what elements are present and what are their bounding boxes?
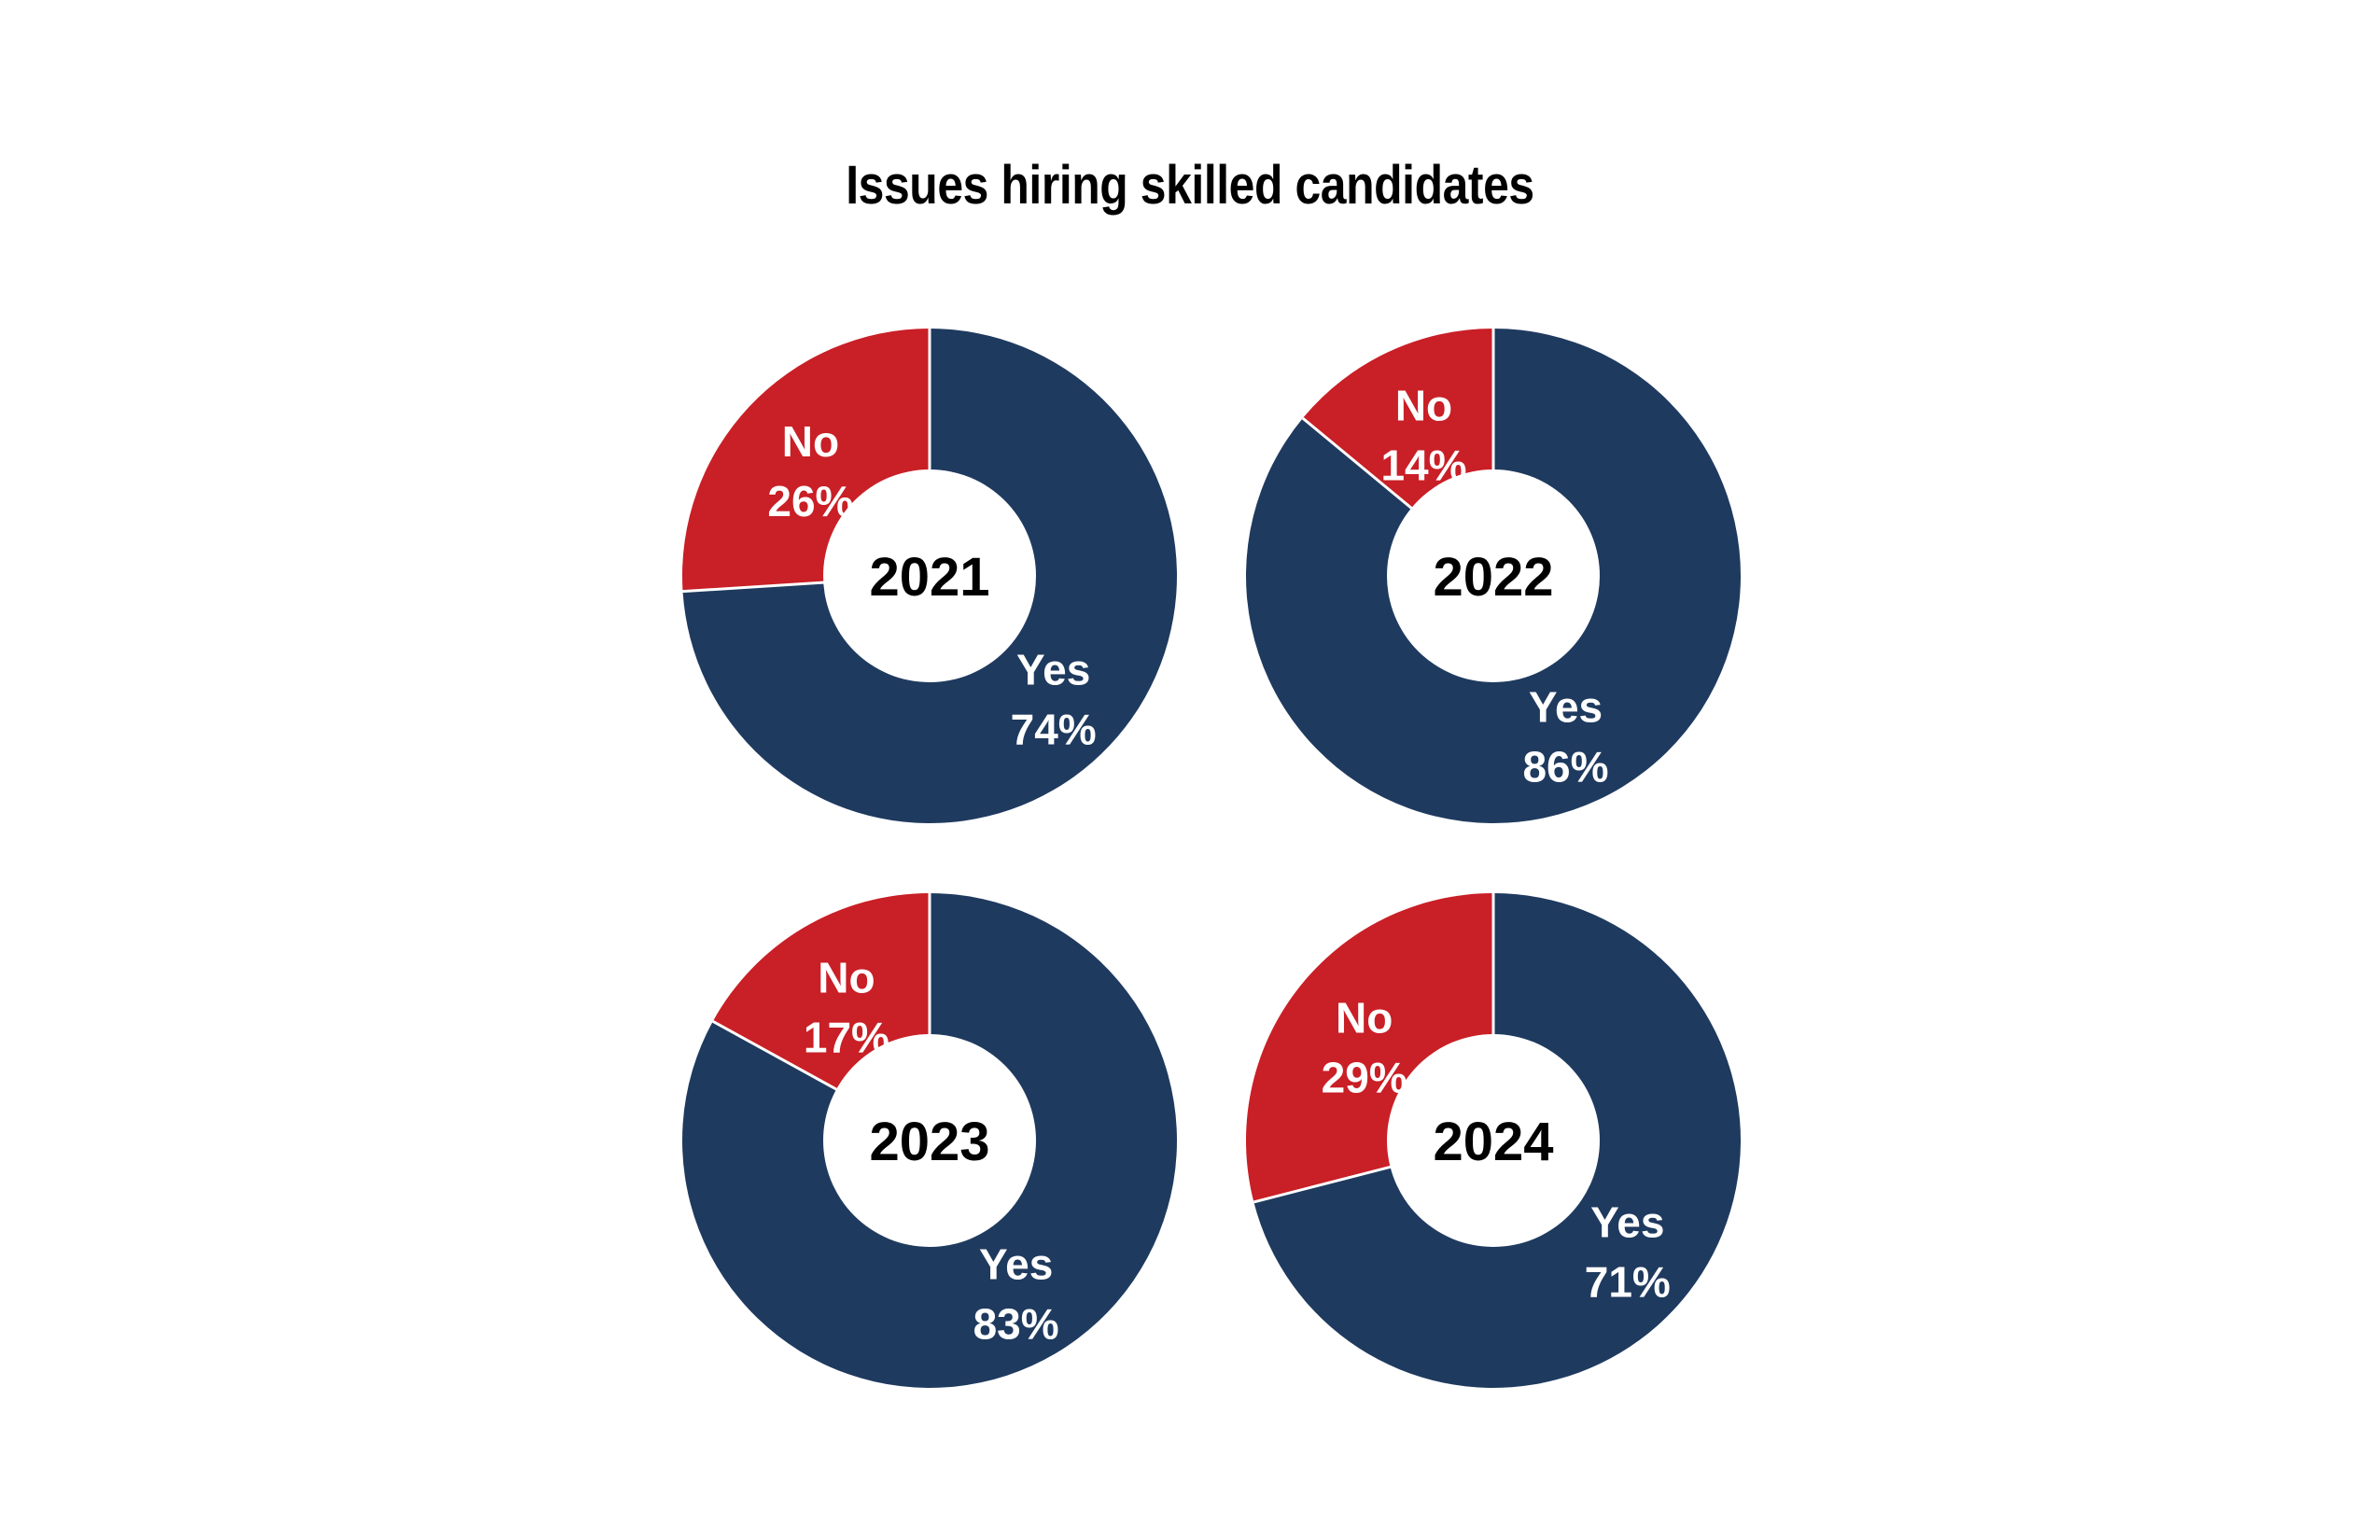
slice-name-label: Yes: [979, 1240, 1053, 1289]
slice-name-label: Yes: [1016, 646, 1090, 694]
slice-name-label: No: [1336, 994, 1393, 1043]
slice-value-label: 71%: [1585, 1258, 1671, 1307]
chart-title: Issues hiring skilled candidates: [846, 155, 1534, 216]
donut-hole: [1387, 1034, 1600, 1247]
center-year-label: 2022: [1433, 547, 1553, 608]
slice-value-label: 74%: [1011, 706, 1097, 754]
donut-chart-2021: Yes 74% No 26% 2021: [681, 329, 1177, 824]
center-year-label: 2021: [869, 547, 989, 608]
slice-value-label: 86%: [1522, 743, 1608, 791]
slice-value-label: 29%: [1322, 1054, 1407, 1102]
donut-hole: [1387, 469, 1600, 682]
slice-name-label: No: [1395, 382, 1452, 430]
center-year-label: 2023: [869, 1112, 989, 1172]
slice-name-label: Yes: [1529, 683, 1603, 732]
slice-name-label: No: [818, 953, 875, 1001]
donut-hole: [823, 469, 1036, 682]
slice-name-label: Yes: [1590, 1198, 1664, 1247]
donut-hole: [823, 1034, 1036, 1247]
slice-name-label: No: [782, 417, 839, 466]
slice-value-label: 26%: [767, 477, 853, 525]
slice-value-label: 83%: [973, 1300, 1059, 1349]
donut-chart-2024: Yes 71% No 29% 2024: [1246, 893, 1742, 1389]
center-year-label: 2024: [1433, 1112, 1553, 1172]
